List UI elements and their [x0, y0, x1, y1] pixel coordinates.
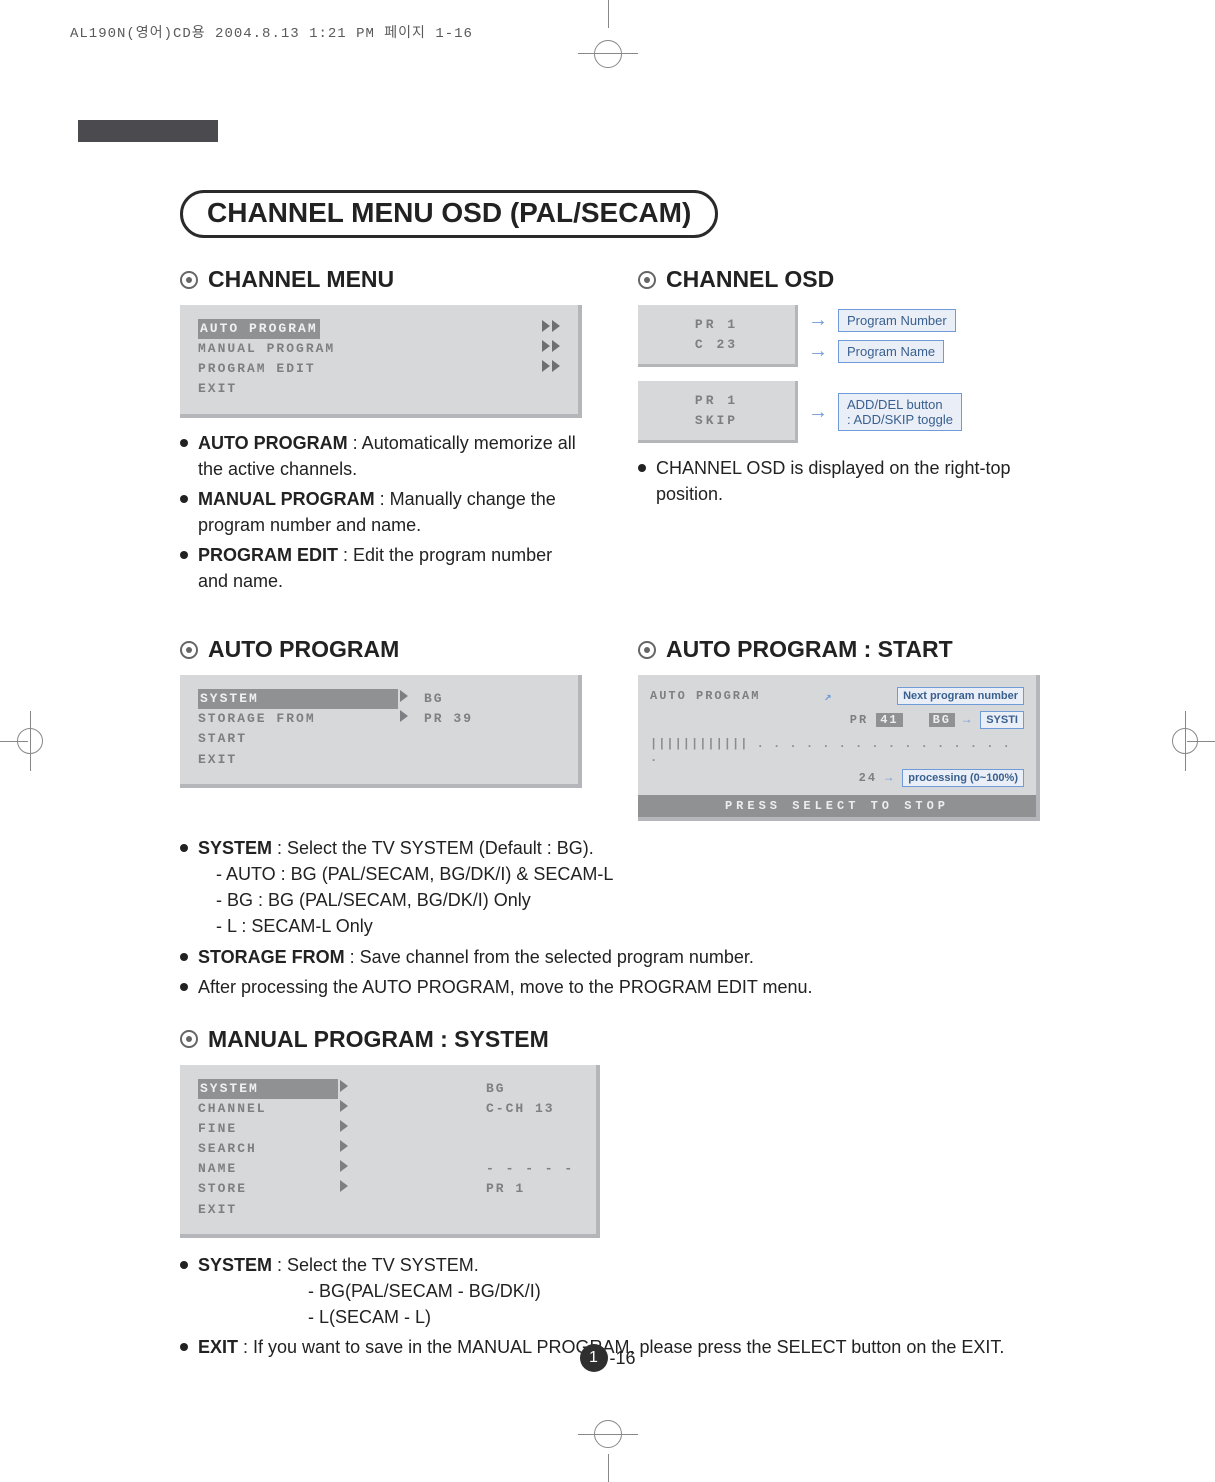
label-program-name: Program Name: [838, 340, 944, 363]
arrow-icon: →: [885, 771, 894, 785]
osd-row: START: [198, 729, 560, 749]
note-item: AUTO PROGRAM : Automatically memorize al…: [180, 430, 582, 482]
bullet-icon: [638, 271, 656, 289]
arrow-icon: [398, 709, 408, 729]
channel-menu-notes: AUTO PROGRAM : Automatically memorize al…: [180, 430, 582, 595]
arrow-icon: [338, 1079, 470, 1099]
osd-row: SYSTEMBG: [198, 1079, 578, 1099]
heading-text: CHANNEL MENU: [208, 266, 394, 293]
osd-row: MANUAL PROGRAM: [198, 339, 560, 359]
label-next-program-number: Next program number: [897, 687, 1024, 705]
osd-title: AUTO PROGRAM: [650, 689, 760, 703]
osd-row: PROGRAM EDIT: [198, 359, 560, 379]
progress-value: 24: [859, 771, 877, 785]
heading-text: AUTO PROGRAM: [208, 636, 399, 663]
channel-osd-row-2: PR 1 SKIP → ADD/DEL button : ADD/SKIP to…: [638, 381, 1040, 443]
note-subitem: - BG : BG (PAL/SECAM, BG/DK/I) Only: [198, 887, 1040, 913]
page-title-pill: CHANNEL MENU OSD (PAL/SECAM): [180, 190, 718, 238]
osd-line: C 23: [658, 335, 775, 355]
page-number-disc: 1: [579, 1344, 607, 1372]
double-arrow-icon: [540, 319, 560, 339]
section-bar: [78, 120, 218, 142]
note-item: MANUAL PROGRAM : Manually change the pro…: [180, 486, 582, 538]
channel-osd-panel-1: PR 1 C 23: [638, 305, 798, 367]
manual-program-osd: SYSTEMBGCHANNELC-CH 13FINESEARCHNAME- - …: [180, 1065, 600, 1238]
heading-auto-program: AUTO PROGRAM: [180, 636, 582, 663]
arrow-icon: [398, 689, 408, 709]
osd-row: CHANNELC-CH 13: [198, 1099, 578, 1119]
arrow-icon: ↗: [824, 689, 833, 704]
bg-chip: BG: [929, 713, 955, 727]
auto-program-start-panel: AUTO PROGRAM ↗ Next program number PR 41…: [638, 675, 1040, 821]
channel-osd-row-1: PR 1 C 23 → Program Number → Program Nam…: [638, 305, 1040, 367]
note-item: CHANNEL OSD is displayed on the right-to…: [638, 455, 1040, 507]
label-syst: SYSTI: [980, 711, 1024, 729]
osd-row: FINE: [198, 1119, 578, 1139]
osd-row: SYSTEMBG: [198, 689, 560, 709]
note-item: SYSTEM : Select the TV SYSTEM (Default :…: [180, 835, 1040, 939]
osd-row: NAME- - - - -: [198, 1159, 578, 1179]
bullet-icon: [180, 271, 198, 289]
arrow-icon: →: [808, 401, 828, 424]
channel-menu-osd: AUTO PROGRAMMANUAL PROGRAMPROGRAM EDITEX…: [180, 305, 582, 418]
osd-row: EXIT: [198, 750, 560, 770]
osd-row: AUTO PROGRAM: [198, 319, 560, 339]
note-subitem: - BG(PAL/SECAM - BG/DK/I): [198, 1278, 1040, 1304]
double-arrow-icon: [540, 339, 560, 359]
osd-row: STOREPR 1: [198, 1179, 578, 1199]
page-number: 1 -16: [579, 1344, 635, 1372]
note-subitem: - L : SECAM-L Only: [198, 913, 1040, 939]
auto-program-notes: SYSTEM : Select the TV SYSTEM (Default :…: [180, 835, 1040, 1000]
cropmark-bottom: [578, 1422, 638, 1482]
arrow-icon: [338, 1159, 470, 1179]
note-item: SYSTEM : Select the TV SYSTEM.- BG(PAL/S…: [180, 1252, 1040, 1330]
note-item: After processing the AUTO PROGRAM, move …: [180, 974, 1040, 1000]
arrow-icon: [338, 1179, 470, 1199]
heading-channel-menu: CHANNEL MENU: [180, 266, 582, 293]
osd-row: EXIT: [198, 379, 560, 399]
arrow-icon: [338, 1099, 470, 1119]
osd-row: STORAGE FROMPR 39: [198, 709, 560, 729]
label-program-number: Program Number: [838, 309, 956, 332]
channel-osd-notes: CHANNEL OSD is displayed on the right-to…: [638, 455, 1040, 507]
page-content: CHANNEL MENU OSD (PAL/SECAM) CHANNEL MEN…: [180, 190, 1040, 1364]
osd-row: SEARCH: [198, 1139, 578, 1159]
label-add-del: ADD/DEL button : ADD/SKIP toggle: [838, 393, 962, 431]
arrow-icon: →: [963, 713, 972, 727]
bullet-icon: [180, 641, 198, 659]
double-arrow-icon: [540, 359, 560, 379]
cropmark-right: [1155, 711, 1215, 771]
bullet-icon: [638, 641, 656, 659]
heading-text: CHANNEL OSD: [666, 266, 834, 293]
print-metaline: AL190N(영어)CD용 2004.8.13 1:21 PM 페이지 1-16: [70, 22, 473, 42]
channel-osd-panel-2: PR 1 SKIP: [638, 381, 798, 443]
arrow-icon: →: [808, 309, 828, 332]
note-item: PROGRAM EDIT : Edit the program number a…: [180, 542, 582, 594]
osd-line: PR 1: [658, 315, 775, 335]
cropmark-left: [0, 711, 60, 771]
pr-value-chip: 41: [876, 713, 902, 727]
arrow-icon: [338, 1119, 470, 1139]
bullet-icon: [180, 1030, 198, 1048]
auto-program-osd: SYSTEMBGSTORAGE FROMPR 39STARTEXIT: [180, 675, 582, 788]
cropmark-top: [578, 0, 638, 60]
note-subitem: - L(SECAM - L): [198, 1304, 1040, 1330]
arrow-icon: →: [808, 340, 828, 363]
note-item: STORAGE FROM : Save channel from the sel…: [180, 944, 1040, 970]
osd-row: EXIT: [198, 1200, 578, 1220]
page-number-suffix: -16: [609, 1348, 635, 1369]
osd-text: PR: [850, 713, 868, 727]
heading-channel-osd: CHANNEL OSD: [638, 266, 1040, 293]
osd-line: SKIP: [658, 411, 775, 431]
heading-text: AUTO PROGRAM : START: [666, 636, 953, 663]
osd-footer: PRESS SELECT TO STOP: [638, 795, 1036, 817]
note-subitem: - AUTO : BG (PAL/SECAM, BG/DK/I) & SECAM…: [198, 861, 1040, 887]
progress-bar: |||||||||||| . . . . . . . . . . . . . .…: [650, 737, 1024, 765]
arrow-icon: [338, 1139, 470, 1159]
osd-line: PR 1: [658, 391, 775, 411]
heading-manual-program-system: MANUAL PROGRAM : SYSTEM: [180, 1026, 1040, 1053]
heading-text: MANUAL PROGRAM : SYSTEM: [208, 1026, 549, 1053]
label-processing: processing (0~100%): [902, 769, 1024, 787]
heading-auto-program-start: AUTO PROGRAM : START: [638, 636, 1040, 663]
